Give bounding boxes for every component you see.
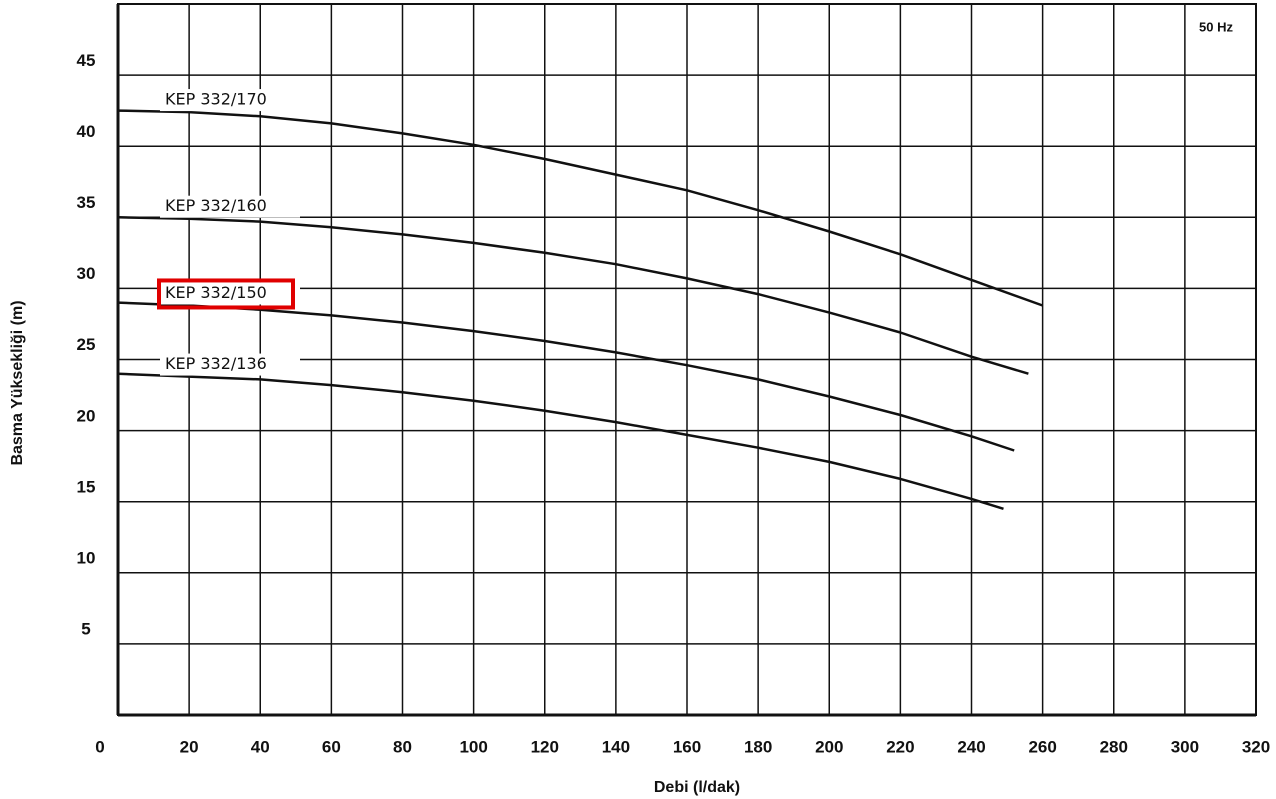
x-tick-label: 80 <box>393 737 412 756</box>
label-background <box>160 89 300 112</box>
x-tick-label: 260 <box>1028 737 1056 756</box>
y-tick-label: 35 <box>77 193 96 212</box>
x-tick-label: 220 <box>886 737 914 756</box>
series-line <box>117 301 1015 452</box>
series-label: KEP 332/160 <box>165 196 267 215</box>
label-background <box>160 195 300 218</box>
highlight-box <box>157 278 295 310</box>
y-tick-label: 10 <box>77 548 96 567</box>
series-line <box>117 216 1029 375</box>
y-tick-label: 40 <box>77 122 96 141</box>
y-tick-label: 15 <box>77 477 96 496</box>
x-tick-label: 200 <box>815 737 843 756</box>
x-tick-label: 20 <box>180 737 199 756</box>
series-label: KEP 332/150 <box>165 283 267 302</box>
x-tick-label: 300 <box>1171 737 1199 756</box>
series-line <box>117 109 1044 307</box>
y-axis-label: Basma Yüksekliği (m) <box>9 300 26 465</box>
x-tick-label: 240 <box>957 737 985 756</box>
label-background <box>160 282 300 305</box>
x-tick-label: 60 <box>322 737 341 756</box>
x-tick-label: 120 <box>531 737 559 756</box>
y-tick-label: 45 <box>77 51 96 70</box>
grid <box>117 3 1257 715</box>
x-tick-label: 180 <box>744 737 772 756</box>
y-tick-label: 20 <box>77 406 96 425</box>
x-tick-label: 100 <box>459 737 487 756</box>
label-background <box>160 353 300 376</box>
series-label: KEP 332/170 <box>165 90 267 109</box>
y-tick-label: 25 <box>77 335 96 354</box>
y-tick-label: 30 <box>77 264 96 283</box>
series-label: KEP 332/136 <box>165 354 267 373</box>
x-tick-label: 280 <box>1100 737 1128 756</box>
frequency-note: 50 Hz <box>1199 19 1233 34</box>
x-tick-label: 160 <box>673 737 701 756</box>
x-tick-label: 40 <box>251 737 270 756</box>
y-tick-label: 5 <box>81 620 90 639</box>
x-tick-label: 140 <box>602 737 630 756</box>
x-tick-label: 0 <box>95 737 104 756</box>
series-line <box>117 372 1004 510</box>
x-tick-label: 320 <box>1242 737 1270 756</box>
x-axis-label: Debi (l/dak) <box>654 779 740 796</box>
